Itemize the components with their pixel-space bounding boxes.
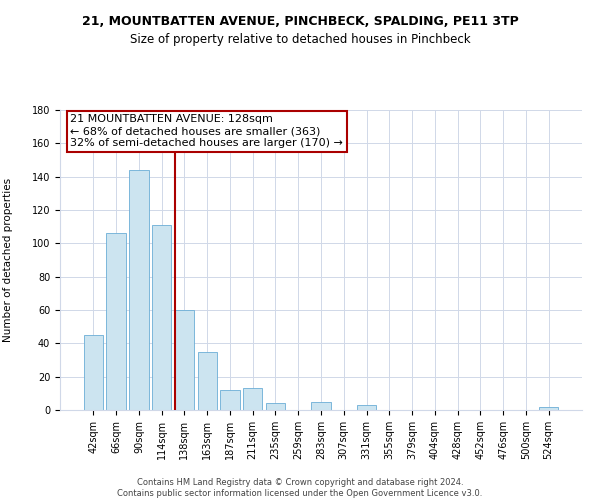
Bar: [152, 225, 172, 410]
Bar: [129, 170, 149, 410]
Bar: [84, 335, 103, 410]
Text: Size of property relative to detached houses in Pinchbeck: Size of property relative to detached ho…: [130, 32, 470, 46]
Y-axis label: Number of detached properties: Number of detached properties: [3, 178, 13, 342]
Bar: [311, 402, 331, 410]
Bar: [197, 352, 217, 410]
Bar: [175, 310, 194, 410]
Bar: [539, 406, 558, 410]
Bar: [243, 388, 262, 410]
Bar: [266, 404, 285, 410]
Text: 21, MOUNTBATTEN AVENUE, PINCHBECK, SPALDING, PE11 3TP: 21, MOUNTBATTEN AVENUE, PINCHBECK, SPALD…: [82, 15, 518, 28]
Bar: [106, 234, 126, 410]
Bar: [357, 405, 376, 410]
Text: Contains HM Land Registry data © Crown copyright and database right 2024.
Contai: Contains HM Land Registry data © Crown c…: [118, 478, 482, 498]
Text: 21 MOUNTBATTEN AVENUE: 128sqm
← 68% of detached houses are smaller (363)
32% of : 21 MOUNTBATTEN AVENUE: 128sqm ← 68% of d…: [70, 114, 343, 148]
Bar: [220, 390, 239, 410]
